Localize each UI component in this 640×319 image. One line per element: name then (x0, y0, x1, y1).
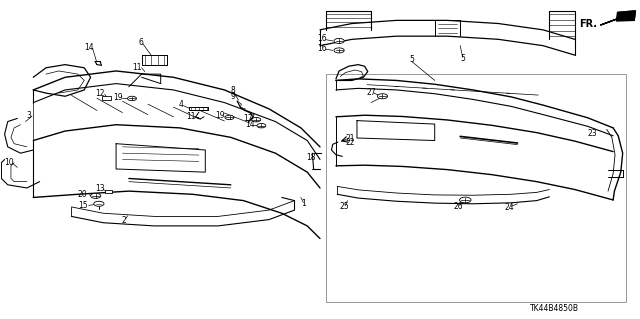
Circle shape (252, 117, 260, 122)
Text: 14: 14 (246, 120, 255, 129)
Circle shape (378, 94, 388, 99)
Bar (326, 74, 626, 302)
Text: 26: 26 (454, 202, 463, 211)
Circle shape (94, 201, 104, 206)
Circle shape (257, 123, 266, 128)
Text: 11: 11 (132, 63, 141, 72)
Text: 14: 14 (84, 43, 94, 52)
Text: 5: 5 (409, 56, 414, 64)
Text: 16: 16 (317, 34, 326, 43)
Text: TK44B4850B: TK44B4850B (531, 304, 579, 313)
Text: 10: 10 (4, 158, 14, 167)
Circle shape (225, 115, 234, 120)
Text: FR.: FR. (579, 19, 596, 28)
Text: 15: 15 (78, 202, 88, 211)
Circle shape (127, 96, 136, 101)
Text: 9: 9 (231, 92, 236, 101)
Text: 27: 27 (367, 88, 376, 97)
Text: 21: 21 (346, 134, 355, 143)
Text: 1: 1 (301, 199, 306, 208)
Bar (104, 189, 112, 193)
Text: 6: 6 (138, 38, 143, 47)
Text: 5: 5 (460, 55, 465, 63)
Text: 13: 13 (96, 184, 106, 193)
Circle shape (334, 48, 344, 53)
Text: 4: 4 (179, 100, 184, 109)
Circle shape (460, 197, 471, 203)
Text: 16: 16 (317, 44, 326, 53)
Circle shape (91, 193, 100, 198)
Circle shape (334, 38, 344, 43)
Text: 25: 25 (339, 203, 349, 211)
Text: 8: 8 (231, 86, 236, 95)
Text: 22: 22 (346, 138, 355, 147)
Text: 19: 19 (113, 93, 122, 102)
Text: 20: 20 (78, 190, 88, 199)
Text: 11: 11 (186, 112, 196, 121)
Text: 2: 2 (121, 216, 126, 225)
Polygon shape (616, 11, 636, 21)
Text: 19: 19 (215, 111, 225, 120)
Polygon shape (600, 11, 636, 25)
Text: 12: 12 (95, 89, 104, 98)
Text: 3: 3 (27, 111, 32, 120)
Text: 24: 24 (505, 203, 515, 212)
Text: 18: 18 (306, 153, 316, 162)
Text: 17: 17 (244, 114, 253, 123)
Text: 23: 23 (588, 129, 597, 138)
Bar (102, 96, 111, 100)
